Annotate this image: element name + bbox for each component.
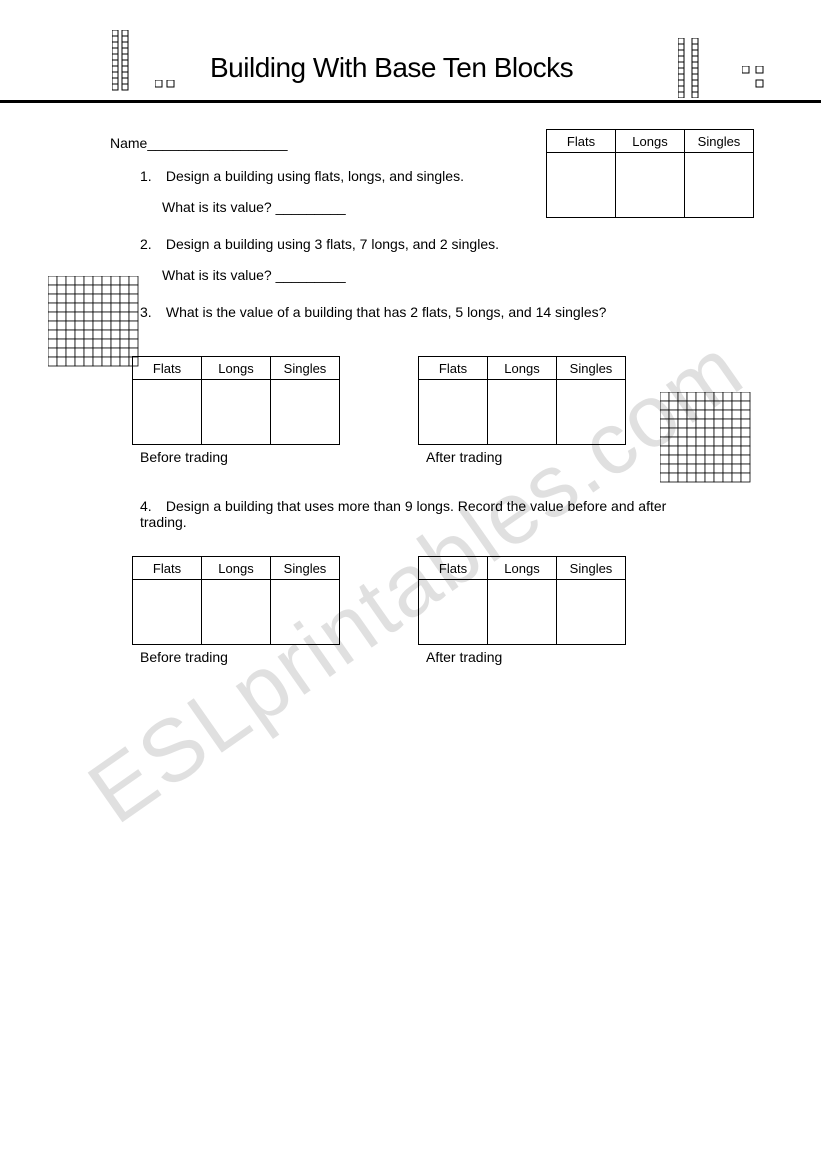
fls-table-before-q4: Flats Longs Singles Before trading xyxy=(132,556,340,665)
table-header: Singles xyxy=(557,357,626,380)
fls-table-q1: Flats Longs Singles xyxy=(546,129,754,218)
question-text: Design a building using flats, longs, an… xyxy=(166,168,464,184)
table-header: Longs xyxy=(488,557,557,580)
table-header: Singles xyxy=(271,557,340,580)
flat-block-icon xyxy=(48,276,140,368)
question-2: 2. Design a building using 3 flats, 7 lo… xyxy=(110,234,761,255)
question-3: 3. What is the value of a building that … xyxy=(110,302,761,323)
question-number: 3. xyxy=(140,302,162,323)
table-caption: Before trading xyxy=(132,649,340,665)
table-caption: Before trading xyxy=(132,449,340,465)
fls-table-after-q4: Flats Longs Singles After trading xyxy=(418,556,626,665)
worksheet-header: Building With Base Ten Blocks xyxy=(0,0,821,103)
table-header: Flats xyxy=(547,130,616,153)
table-caption: After trading xyxy=(418,449,626,465)
table-header: Singles xyxy=(557,557,626,580)
flat-block-icon xyxy=(660,392,752,484)
table-header: Longs xyxy=(488,357,557,380)
single-block-icon xyxy=(742,66,772,96)
question-2-sub: What is its value? _________ xyxy=(110,265,761,286)
table-header: Flats xyxy=(133,357,202,380)
long-block-icon xyxy=(678,38,708,98)
single-block-icon xyxy=(155,80,185,94)
table-header: Longs xyxy=(616,130,685,153)
table-header: Longs xyxy=(202,557,271,580)
long-block-icon xyxy=(112,30,142,96)
fls-table-after-q3: Flats Longs Singles After trading xyxy=(418,356,626,465)
question-number: 2. xyxy=(140,234,162,255)
question-text: What is the value of a building that has… xyxy=(166,304,607,320)
page-title: Building With Base Ten Blocks xyxy=(210,52,573,84)
table-header: Flats xyxy=(419,557,488,580)
question-text: Design a building that uses more than 9 … xyxy=(140,498,666,530)
question-number: 1. xyxy=(140,166,162,187)
table-header: Singles xyxy=(685,130,754,153)
table-header: Flats xyxy=(133,557,202,580)
table-header: Flats xyxy=(419,357,488,380)
question-text: Design a building using 3 flats, 7 longs… xyxy=(166,236,499,252)
question-number: 4. xyxy=(140,498,162,514)
fls-table-before-q3: Flats Longs Singles Before trading xyxy=(132,356,340,465)
table-header: Singles xyxy=(271,357,340,380)
table-caption: After trading xyxy=(418,649,626,665)
question-4: 4. Design a building that uses more than… xyxy=(140,498,700,530)
table-header: Longs xyxy=(202,357,271,380)
